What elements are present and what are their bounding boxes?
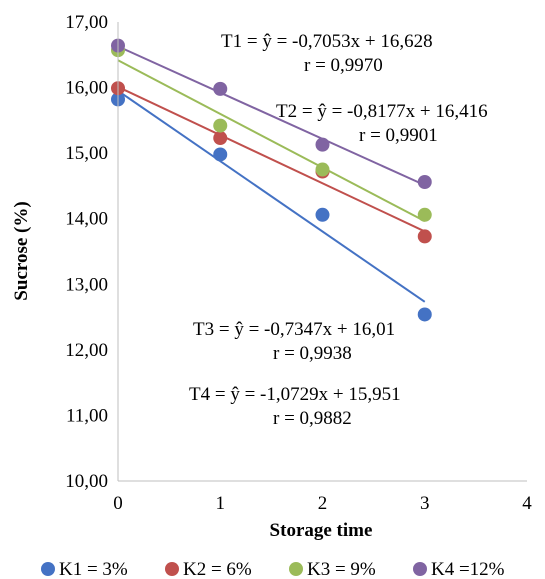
trendline-series-1 <box>117 89 426 303</box>
annotation-t4-equation: T4 = ŷ = -1,0729x + 15,951 <box>189 384 401 405</box>
data-point-series-1 <box>315 207 330 222</box>
y-tick-label: 16,00 <box>65 78 108 99</box>
trendline-series-2 <box>117 86 426 233</box>
data-point-series-1 <box>417 307 432 322</box>
data-point-series-3 <box>417 207 432 222</box>
annotation-t1-equation: T1 = ŷ = -0,7053x + 16,628 <box>221 31 433 52</box>
y-tick-label: 17,00 <box>65 12 108 33</box>
legend-label-2: K2 = 6% <box>183 559 252 579</box>
data-point-series-1 <box>213 147 228 162</box>
x-tick-label: 0 <box>113 493 123 514</box>
data-point-series-3 <box>315 162 330 177</box>
y-tick-label: 11,00 <box>66 405 108 426</box>
y-tick-labels: 10,00 11,00 12,00 13,00 14,00 15,00 16,00 17,00 <box>65 12 108 492</box>
annotation-t4-r: r = 0,9882 <box>273 408 352 429</box>
legend-label-3: K3 = 9% <box>307 559 376 579</box>
legend: K1 = 3% K2 = 6% K3 = 9% K4 =12% <box>41 559 505 579</box>
y-tick-label: 15,00 <box>65 143 108 164</box>
y-tick-label: 13,00 <box>65 274 108 295</box>
y-tick-label: 10,00 <box>65 471 108 492</box>
data-point-series-2 <box>213 131 228 146</box>
data-point-series-2 <box>417 229 432 244</box>
annotation-t1-r: r = 0,9970 <box>304 55 383 76</box>
trendline-series-4 <box>117 45 426 187</box>
legend-marker-3 <box>289 562 303 576</box>
data-point-series-3 <box>213 118 228 133</box>
legend-label-1: K1 = 3% <box>59 559 128 579</box>
x-axis-title: Storage time <box>270 520 373 541</box>
annotation-t2-equation: T2 = ŷ = -0,8177x + 16,416 <box>276 101 488 122</box>
legend-marker-4 <box>413 562 427 576</box>
annotation-t3-r: r = 0,9938 <box>273 343 352 364</box>
x-tick-labels: 0 1 2 3 4 <box>113 493 532 514</box>
data-point-series-4 <box>315 137 330 152</box>
legend-marker-2 <box>165 562 179 576</box>
trendline-layer <box>117 45 426 303</box>
y-tick-label: 12,00 <box>65 340 108 361</box>
data-point-series-4 <box>417 174 432 189</box>
x-tick-label: 3 <box>420 493 430 514</box>
data-point-series-4 <box>213 81 228 96</box>
x-tick-label: 4 <box>522 493 532 514</box>
y-axis-title: Sucrose (%) <box>11 201 32 300</box>
y-tick-label: 14,00 <box>65 209 108 230</box>
annotation-t2-r: r = 0,9901 <box>359 125 438 146</box>
legend-label-4: K4 =12% <box>431 559 505 579</box>
x-tick-label: 1 <box>216 493 226 514</box>
trendline-series-3 <box>117 59 426 223</box>
x-tick-label: 2 <box>318 493 328 514</box>
annotation-t3-equation: T3 = ŷ = -0,7347x + 16,01 <box>193 319 395 340</box>
legend-marker-1 <box>41 562 55 576</box>
